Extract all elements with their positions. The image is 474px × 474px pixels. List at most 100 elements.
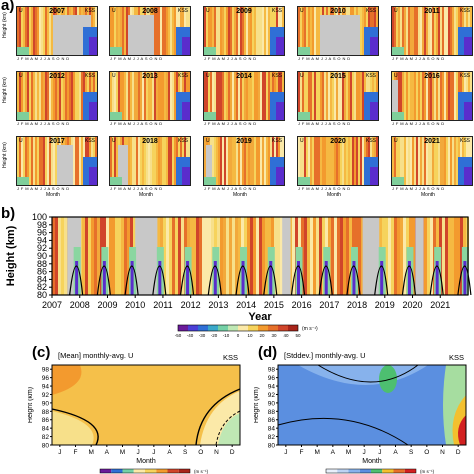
stripe: [130, 72, 132, 120]
colorbar-segment: [100, 469, 112, 473]
stripe: [266, 137, 268, 185]
lowlevel-region: [17, 47, 29, 55]
year-label: 2021: [424, 138, 440, 145]
stripe: [340, 217, 343, 295]
variable-tag: U: [19, 73, 23, 79]
stripe: [404, 7, 406, 55]
stripe: [452, 137, 454, 185]
stripe: [236, 7, 238, 55]
stripe: [328, 72, 330, 120]
x-tick-label: J: [58, 449, 61, 456]
stripe: [45, 7, 47, 55]
x-tick-label: M: [88, 449, 93, 456]
stripe: [308, 137, 310, 185]
stripe: [396, 7, 398, 55]
stripe: [64, 217, 67, 295]
stripe: [174, 7, 176, 55]
stripe: [110, 137, 112, 185]
x-tick-label: A: [105, 449, 110, 456]
stripe: [454, 72, 456, 120]
stripe: [356, 72, 358, 120]
stripe: [214, 7, 216, 55]
stripe: [132, 137, 134, 185]
stripe: [156, 137, 158, 185]
x-tick-label: 2016: [292, 300, 312, 310]
stripe: [264, 137, 266, 185]
stripe: [403, 217, 406, 295]
stripe: [41, 7, 43, 55]
station-tag: KSS: [271, 138, 282, 144]
stripe: [418, 72, 420, 120]
stripe: [150, 72, 152, 120]
stripe: [240, 137, 242, 185]
stripe: [208, 217, 211, 295]
stripe: [142, 137, 144, 185]
stripe: [116, 72, 118, 120]
year-panel-field: [110, 7, 190, 55]
stripe: [127, 217, 130, 295]
stripe: [206, 72, 208, 120]
stripe: [342, 72, 344, 120]
stripe: [27, 137, 29, 185]
stripe: [124, 7, 126, 55]
stripe: [266, 72, 268, 120]
stripe: [79, 72, 81, 120]
stripe: [338, 72, 340, 120]
variable-tag: U: [206, 138, 210, 144]
stripe: [218, 72, 220, 120]
grid-ylabel-row1: Height (km): [2, 12, 8, 38]
westward-strong-region: [89, 37, 97, 55]
stripe: [166, 72, 168, 120]
colorbar-segment: [156, 469, 168, 473]
stripe: [136, 137, 138, 185]
stripe: [33, 7, 35, 55]
stripe: [19, 137, 21, 185]
stripe: [116, 137, 118, 185]
stripe: [166, 137, 168, 185]
stripe: [362, 72, 364, 120]
stripe: [175, 217, 178, 295]
stripe: [302, 72, 304, 120]
stripe: [318, 137, 320, 185]
stripe: [408, 72, 410, 120]
stripe: [27, 72, 29, 120]
stripe: [350, 72, 352, 120]
stripe: [330, 137, 332, 185]
stripe: [181, 217, 184, 295]
stripe: [121, 217, 124, 295]
colorbar-segment: [167, 469, 179, 473]
stripe: [394, 7, 396, 55]
x-tick-label: M: [346, 449, 351, 456]
stripe: [17, 7, 19, 55]
stripe: [238, 72, 240, 120]
lowlevel-region: [17, 112, 29, 120]
colorbar-segment: [393, 469, 405, 473]
stripe: [408, 137, 410, 185]
station-tag: KSS: [84, 138, 95, 144]
stripe: [258, 7, 260, 55]
stripe: [304, 72, 306, 120]
y-tick-label: 94: [37, 235, 47, 245]
stripe: [452, 7, 454, 55]
stripe: [236, 72, 238, 120]
variable-tag: U: [206, 73, 210, 79]
stripe: [292, 217, 295, 295]
stripe: [21, 72, 23, 120]
lowlevel-region: [17, 177, 29, 185]
stripe: [85, 217, 88, 295]
stripe: [132, 72, 134, 120]
westward-strong-plume: [269, 261, 273, 295]
stripe: [238, 217, 241, 295]
stripe: [55, 137, 57, 185]
stripe: [346, 72, 348, 120]
year-panel: 2014 U KSS: [203, 71, 285, 121]
stripe: [310, 217, 313, 295]
station-label: KSS: [449, 353, 464, 362]
westward-strong-region: [182, 37, 190, 55]
month-axis-labels: J F M A M J J A S O N D: [298, 56, 351, 61]
no-data-block: [320, 15, 360, 55]
year-panel: 2008 U KSS: [109, 6, 191, 56]
stripe: [47, 137, 49, 185]
month-axis-title: Month: [421, 192, 435, 198]
stripe: [39, 137, 41, 185]
